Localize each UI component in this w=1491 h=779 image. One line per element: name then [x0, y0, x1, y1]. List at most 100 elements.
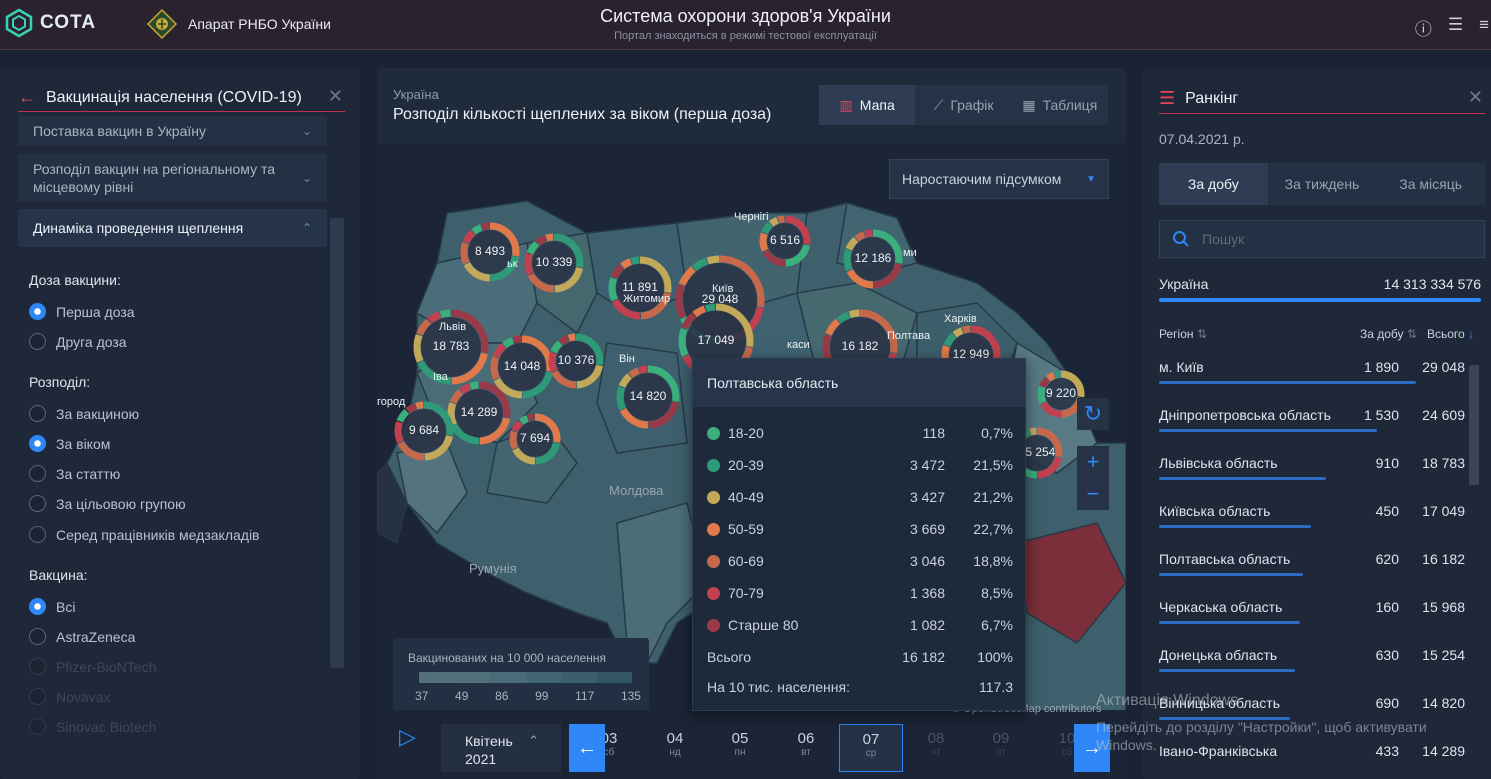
weekday: ср [865, 748, 877, 759]
region-donut[interactable]: 8 493 [458, 220, 522, 284]
ranking-bar [1159, 525, 1311, 528]
radio-second-dose[interactable]: Друга доза [29, 333, 127, 350]
refresh-button[interactable]: ↻ [1077, 398, 1109, 430]
day-number: 05 [731, 730, 749, 747]
donut-value: 15 254 [1018, 445, 1056, 459]
col-region[interactable]: Регіон ⇅ [1159, 327, 1207, 341]
day-09[interactable]: 09 пт [969, 724, 1033, 772]
legend-tick: 135 [620, 689, 641, 703]
day-number: 09 [992, 730, 1010, 747]
tab-day[interactable]: За добу [1159, 163, 1268, 205]
day-06[interactable]: 06 вт [774, 724, 838, 772]
city-label-volyn: ьк [507, 258, 518, 270]
close-icon[interactable]: ✕ [327, 86, 343, 106]
radio-vaccine-all[interactable]: Всі [29, 598, 75, 615]
legend-swatch [596, 672, 632, 683]
region-donut[interactable]: 14 289 [445, 379, 513, 447]
radio-by-age[interactable]: За віком [29, 435, 110, 452]
radio-astrazeneca[interactable]: AstraZeneca [29, 628, 135, 645]
tab-week[interactable]: За тиждень [1284, 176, 1360, 192]
radio-by-sex[interactable]: За статтю [29, 465, 120, 482]
next-day-button[interactable]: → [1074, 724, 1110, 772]
ranking-bar [1159, 381, 1416, 384]
col-total[interactable]: Всього ↓ [1427, 327, 1475, 341]
list-icon[interactable]: ☰ [1447, 15, 1464, 34]
zoom-in-button[interactable]: + [1077, 446, 1109, 478]
chevron-up-icon: ⌃ [301, 221, 312, 235]
legend-swatch [490, 672, 526, 683]
city-label-cherkasy: каси [787, 339, 810, 351]
region-donut[interactable]: 9 220 [1035, 368, 1087, 420]
accordion-supply[interactable]: Поставка вакцин в Україну ⌄ [18, 116, 327, 146]
search-input[interactable]: Пошук [1159, 220, 1485, 258]
month-selector[interactable]: Квітень 2021 ⌃ [441, 724, 561, 772]
region-donut[interactable]: 12 186 [841, 227, 905, 291]
ranking-bar [1159, 573, 1303, 576]
menu-icon[interactable]: ≡ [1479, 15, 1489, 34]
mode-dropdown[interactable]: Наростаючим підсумком ▼ [889, 159, 1109, 199]
left-scrollbar[interactable] [330, 218, 344, 668]
day-count: 1 530 [1363, 407, 1399, 423]
top-bar: СОТА Апарат РНБО України Система охорони… [0, 0, 1491, 50]
radio-novavax[interactable]: Novavax [29, 688, 110, 705]
accordion-distribution[interactable]: Розподіл вакцин на регіональному та місц… [18, 154, 327, 202]
close-icon[interactable]: ✕ [1467, 87, 1483, 107]
radio-sinovac[interactable]: Sinovac Biotech [29, 718, 156, 735]
region-donut[interactable]: 10 376 [546, 331, 606, 391]
location-label: Україна [393, 87, 439, 102]
back-arrow-icon[interactable]: ← [18, 87, 36, 107]
weekday: чт [931, 747, 941, 758]
region-donut[interactable]: 14 820 [614, 363, 682, 431]
region-donut[interactable]: 17 049 [676, 301, 756, 381]
day-count: 690 [1375, 695, 1399, 711]
col-day[interactable]: За добу ⇅ [1360, 327, 1417, 341]
region-donut[interactable]: 7 694 [507, 411, 563, 467]
total-count: 24 609 [1422, 407, 1465, 423]
tab-map[interactable]: ▥ Мапа [819, 85, 916, 125]
day-08[interactable]: 08 чт [904, 724, 968, 772]
ranking-scrollbar[interactable] [1469, 365, 1479, 485]
day-count: 450 [1375, 503, 1399, 519]
country-label-romania: Румунія [469, 561, 517, 576]
legend-tick: 117 [575, 689, 595, 703]
caret-down-icon: ▼ [1086, 173, 1096, 185]
radio-by-target-group[interactable]: За цільовою групою [29, 495, 186, 512]
tab-chart[interactable]: ⟋ Графік [933, 96, 994, 114]
play-icon[interactable]: ▷ [399, 724, 416, 749]
region-donut[interactable]: 6 516 [757, 213, 813, 269]
accordion-label: Розподіл вакцин на регіональному та місц… [33, 161, 276, 195]
zoom-out-button[interactable]: − [1077, 478, 1109, 510]
view-switcher: ▥ Мапа ⟋ Графік ▦ Таблиця [819, 85, 1108, 125]
tab-table[interactable]: ▦ Таблиця [1022, 96, 1098, 114]
info-icon[interactable]: ⓘ [1414, 20, 1432, 39]
region-donut[interactable]: 18 783 [411, 307, 491, 387]
split-label: Розподіл: [29, 374, 91, 390]
region-donut[interactable]: 11 891 [606, 254, 674, 322]
day-07[interactable]: 07 ср [839, 724, 903, 772]
accordion-dynamics[interactable]: Динаміка проведення щеплення ⌃ [18, 209, 327, 247]
weekday: сб [603, 747, 615, 758]
day-10[interactable]: 10 сб [1035, 724, 1099, 772]
radio-first-dose[interactable]: Перша доза [29, 303, 135, 320]
right-panel: ☰ Ранкінг ✕ 07.04.2021 р. За добу За тиж… [1143, 68, 1491, 779]
donut-value: 8 493 [474, 244, 506, 258]
tab-month[interactable]: За місяць [1399, 176, 1463, 192]
legend-tick: 37 [415, 689, 429, 703]
region-donut[interactable]: 9 684 [392, 399, 456, 463]
country-total-row: Україна 14 313 334 576 [1159, 276, 1481, 292]
region-donut[interactable]: 10 339 [522, 231, 586, 295]
radio-medical-workers[interactable]: Серед працівників медзакладів [29, 526, 260, 543]
radio-pfizer[interactable]: Pfizer-BioNTech [29, 658, 156, 675]
legend-tick: 99 [535, 689, 549, 703]
weekday: сб [1061, 747, 1073, 758]
day-04[interactable]: 04 нд [643, 724, 707, 772]
total-count: 29 048 [1422, 359, 1465, 375]
day-05[interactable]: 05 пн [708, 724, 772, 772]
legend-dot-icon [707, 523, 720, 536]
prev-day-button[interactable]: ← [569, 724, 605, 772]
radio-by-vaccine[interactable]: За вакциною [29, 405, 139, 422]
tooltip-age-row: 18-20 118 0,7% [707, 425, 1013, 441]
donut-value: 7 694 [519, 431, 551, 445]
app-logo[interactable]: СОТА [4, 8, 96, 38]
sort-icon: ⇅ [1406, 327, 1417, 341]
